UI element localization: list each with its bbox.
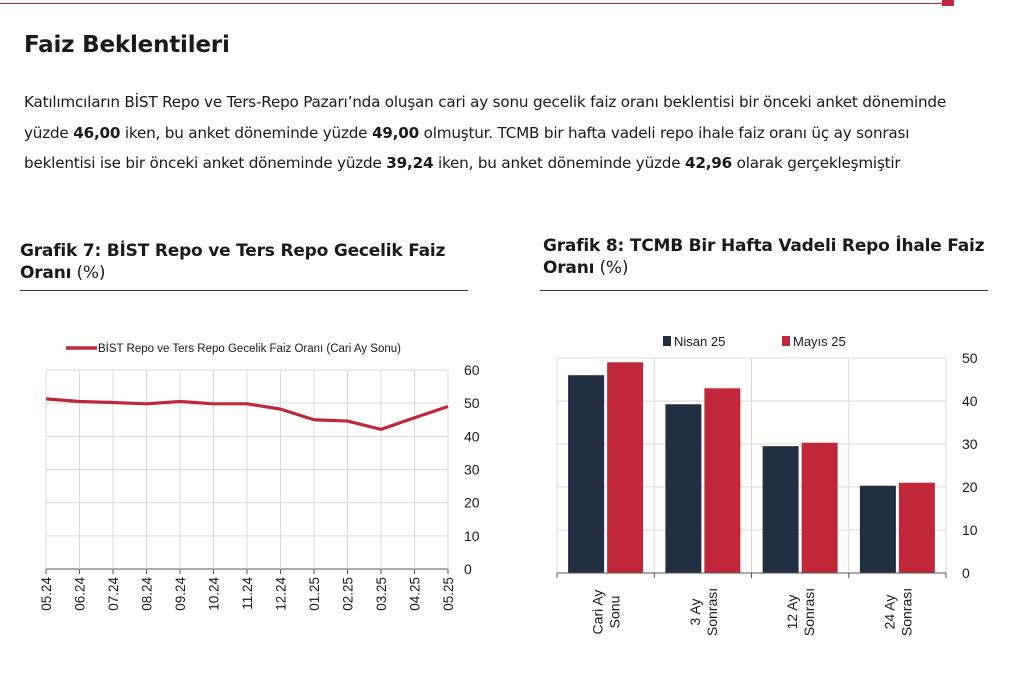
- paragraph-text: iken, bu anket döneminde yüzde: [120, 123, 372, 142]
- chart8-x-tick-label: 3 Ay: [687, 599, 703, 626]
- chart7-y-tick-label: 40: [464, 428, 480, 444]
- summary-paragraph: Katılımcıların BİST Repo ve Ters-Repo Pa…: [24, 87, 979, 179]
- chart7-y-tick-label: 50: [464, 395, 480, 411]
- paragraph-text: iken, bu anket döneminde yüzde: [433, 154, 685, 172]
- chart8-bar: [568, 375, 605, 573]
- chart8-x-tick-label: Cari Ay: [590, 590, 606, 635]
- chart8-y-tick-label: 0: [962, 565, 970, 581]
- chart7-y-tick-label: 20: [464, 495, 480, 511]
- chart7-y-tick-label: 0: [464, 561, 472, 577]
- paragraph-value: 49,00: [371, 123, 419, 142]
- chart7-x-tick-label: 04.25: [408, 577, 423, 611]
- chart7-heading: Grafik 7: BİST Repo ve Ters Repo Gecelik…: [20, 240, 465, 284]
- paragraph-text: Katılımcıların BİST Repo ve Ters-Repo Pa…: [24, 93, 947, 142]
- chart7-y-tick-label: 30: [464, 462, 480, 478]
- paragraph-value: 39,24: [386, 154, 434, 172]
- chart7-heading-unit: (%): [71, 263, 106, 283]
- paragraph-text: olmuştur. TCMB bir hafta vadeli repo iha…: [24, 123, 910, 173]
- chart8-x-tick-label: 24 Ay: [881, 595, 897, 630]
- chart7-x-tick-label: 02.25: [341, 577, 356, 611]
- chart7-x-tick-label: 05.25: [441, 577, 456, 611]
- chart7-x-tick-label: 10.24: [207, 577, 222, 611]
- chart8-x-tick-label: 12 Ay: [784, 595, 800, 630]
- paragraph-text: olarak gerçekleşmiştir: [732, 154, 901, 172]
- chart8-bar: [665, 404, 702, 573]
- chart7-x-tick-label: 07.24: [106, 577, 121, 611]
- chart8-y-tick-label: 10: [962, 522, 978, 538]
- chart8-y-tick-label: 40: [962, 393, 978, 409]
- chart7-heading-label: Grafik 7: BİST Repo ve Ters Repo Gecelik…: [20, 241, 446, 283]
- chart8-heading-label: Grafik 8: TCMB Bir Hafta Vadeli Repo İha…: [543, 236, 985, 278]
- section-title: Faiz Beklentileri: [24, 32, 230, 58]
- chart7-x-tick-label: 05.24: [39, 577, 54, 611]
- chart8-bar: [762, 446, 799, 573]
- chart8-y-tick-label: 20: [962, 479, 978, 495]
- chart8-x-tick-label: Sonrası: [801, 588, 817, 636]
- chart8-heading-unit: (%): [594, 258, 629, 278]
- chart7-legend-label: BİST Repo ve Ters Repo Gecelik Faiz Oran…: [98, 342, 401, 355]
- paragraph-value: 42,96: [685, 154, 733, 172]
- chart7-x-tick-label: 12.24: [274, 577, 289, 611]
- chart8-heading: Grafik 8: TCMB Bir Hafta Vadeli Repo İha…: [543, 235, 988, 279]
- chart8-bar: [801, 442, 838, 573]
- chart7-x-tick-label: 08.24: [140, 577, 155, 611]
- top-corner-mark: [942, 0, 954, 6]
- chart8-x-tick-label: Sonrası: [704, 588, 720, 636]
- chart8-y-tick-label: 30: [962, 436, 978, 452]
- chart7-heading-rule: [20, 290, 468, 291]
- chart8-bar: [704, 388, 741, 573]
- chart8-x-tick-label: Sonu: [607, 596, 623, 629]
- chart7-y-tick-label: 60: [464, 362, 480, 378]
- chart8-legend-swatch: [663, 336, 671, 346]
- chart8-legend-swatch: [782, 336, 790, 346]
- chart8-legend-label: Nisan 25: [674, 334, 725, 349]
- chart7-x-tick-label: 09.24: [173, 577, 188, 611]
- chart8-bar: [607, 362, 644, 573]
- chart8-y-tick-label: 50: [962, 350, 978, 366]
- paragraph-value: 46,00: [73, 123, 121, 142]
- chart8-bar: [859, 485, 896, 573]
- chart7-y-tick-label: 10: [464, 528, 480, 544]
- chart7-x-tick-label: 11.24: [240, 577, 255, 610]
- chart8-heading-rule: [540, 290, 988, 291]
- chart8-x-tick-label: Sonrası: [898, 588, 914, 636]
- chart7-x-tick-label: 01.25: [307, 577, 322, 611]
- top-rule: [0, 3, 954, 4]
- chart7-series-line: [45, 397, 449, 431]
- chart7-x-tick-label: 03.25: [374, 577, 389, 611]
- chart7-x-tick-label: 06.24: [73, 577, 88, 611]
- chart8-bar: [898, 482, 935, 573]
- chart8-legend-label: Mayıs 25: [793, 334, 846, 349]
